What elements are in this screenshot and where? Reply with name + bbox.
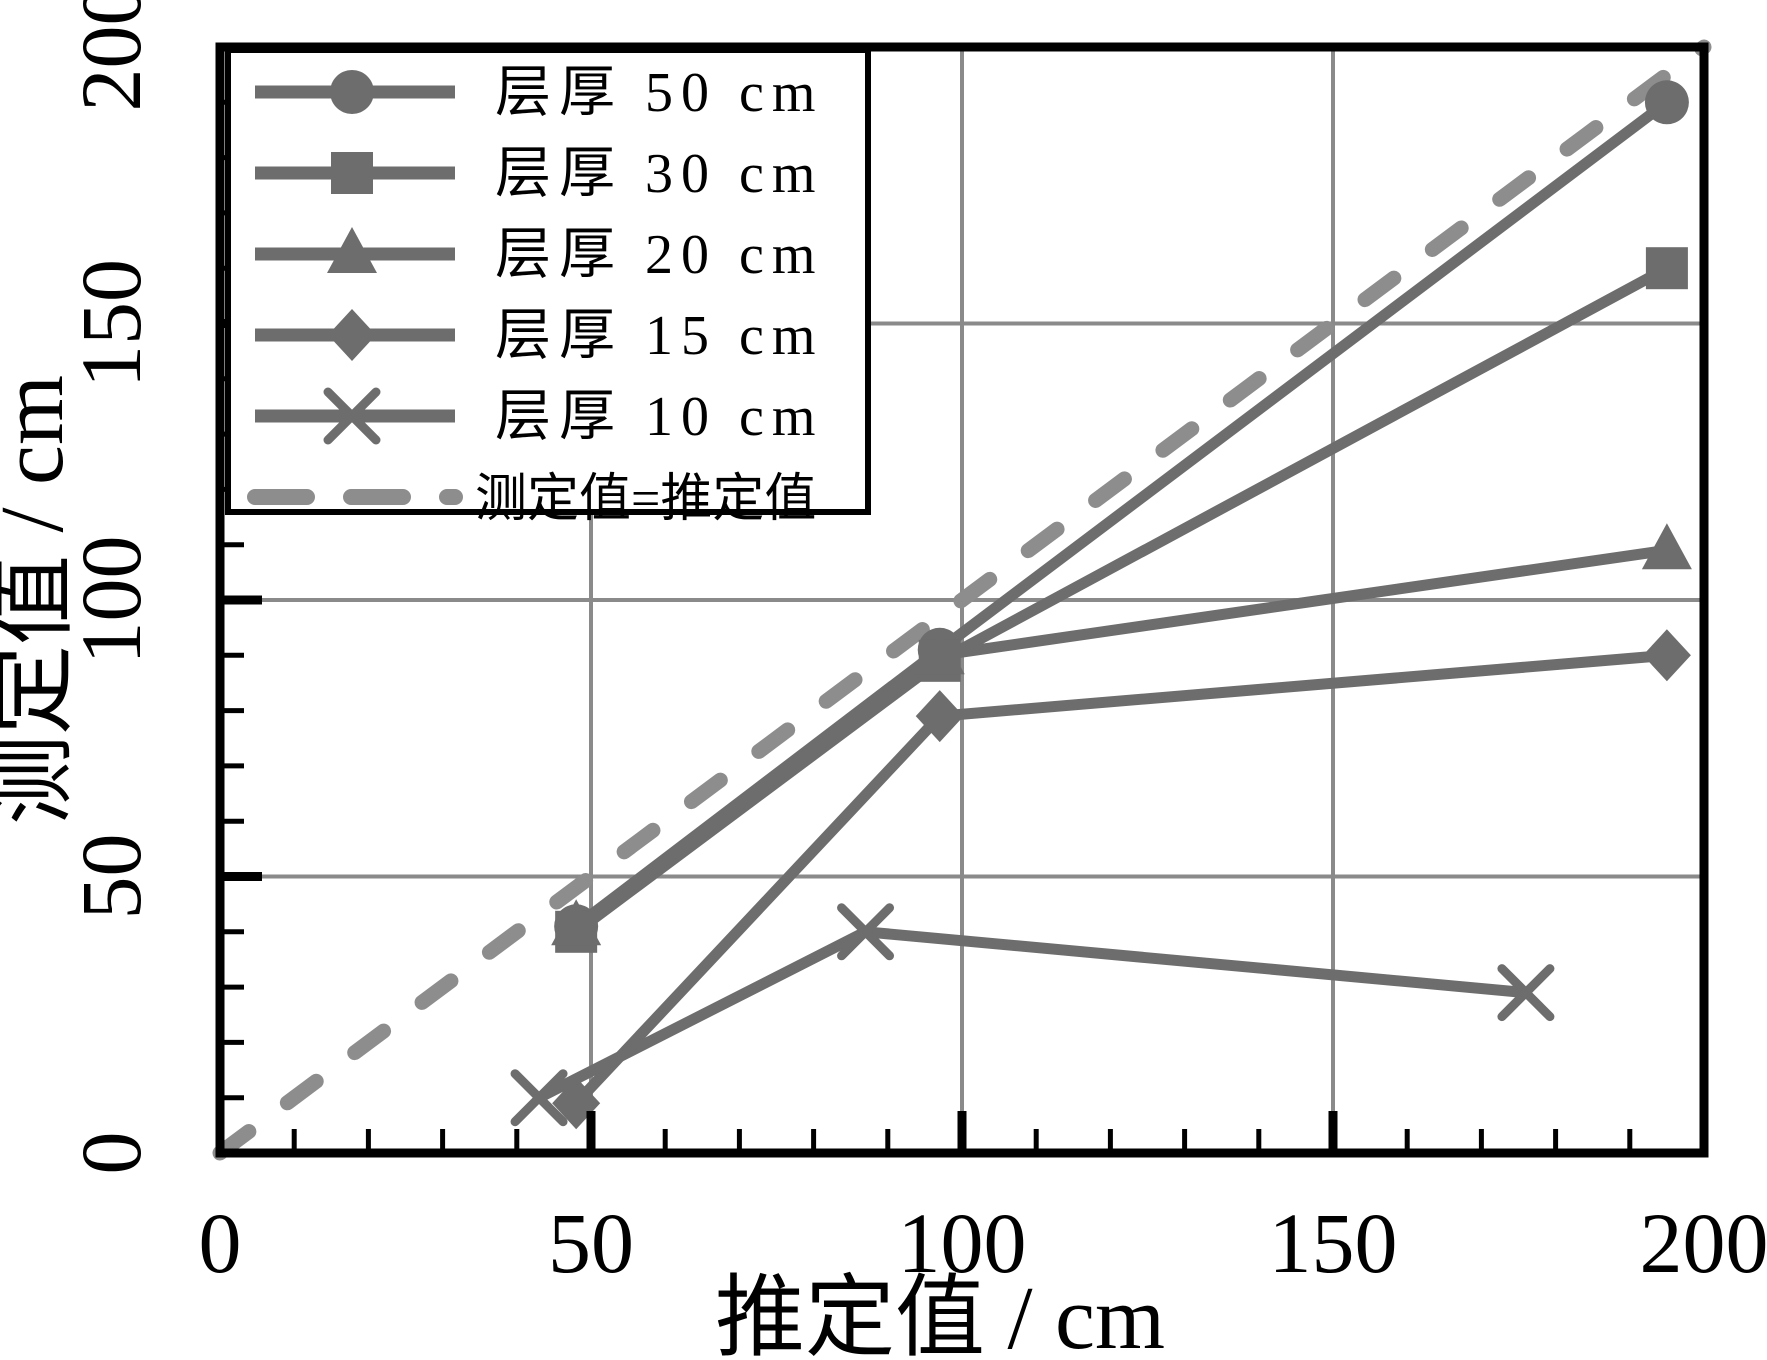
x-tick-label: 200 [1640, 1195, 1767, 1291]
y-tick-label: 150 [63, 259, 159, 388]
x-marker [510, 1069, 568, 1127]
legend-row: 层厚 20 cm [255, 224, 823, 286]
y-axis-title: 测定值 / cm [0, 375, 82, 825]
tick-labels: 0 50 100 150 200 0 50 100 150 200 [63, 0, 1767, 1291]
circle-marker [1644, 80, 1689, 125]
y-tick-label: 100 [63, 536, 159, 665]
legend-label: 层厚 10 cm [495, 386, 823, 448]
y-tick-label: 200 [63, 0, 159, 112]
series-x [510, 903, 1555, 1127]
x-marker [1497, 964, 1555, 1022]
square-marker [331, 152, 373, 194]
x-tick-label: 0 [199, 1195, 242, 1291]
legend: 层厚 50 cm 层厚 30 cm 层厚 20 cm 层厚 15 cm 层厚 10 cm… [225, 47, 871, 528]
diamond-marker [915, 690, 964, 743]
y-tick-label: 0 [63, 1132, 159, 1175]
legend-label: 层厚 50 cm [495, 62, 823, 124]
series-diamond [552, 629, 1691, 1130]
circle-marker [330, 70, 374, 114]
series-triangle [551, 523, 1692, 946]
diamond-marker [328, 309, 376, 361]
legend-label: 层厚 30 cm [495, 143, 823, 205]
legend-label: 测定值=推定值 [475, 471, 816, 528]
triangle-marker [1641, 523, 1692, 570]
triangle-marker [914, 628, 965, 675]
legend-label: 层厚 20 cm [495, 224, 823, 286]
x-axis-title: 推定值 / cm [715, 1269, 1165, 1360]
diamond-marker [1642, 629, 1691, 682]
x-marker [323, 387, 381, 445]
x-tick-label: 100 [898, 1195, 1027, 1291]
legend-row: 层厚 15 cm [255, 305, 823, 367]
legend-row: 层厚 30 cm [255, 143, 823, 205]
triangle-marker [327, 227, 377, 273]
identity-reference-line [212, 39, 1712, 1161]
x-tick-label: 50 [548, 1195, 634, 1291]
legend-row: 层厚 50 cm [255, 62, 823, 124]
series-line [572, 544, 1668, 931]
x-tick-label: 150 [1269, 1195, 1398, 1291]
y-tick-label: 50 [63, 834, 159, 920]
legend-row: 层厚 10 cm [255, 386, 823, 448]
series-line [572, 649, 1668, 1107]
legend-row: 测定值=推定值 [247, 471, 816, 528]
triangle-marker [551, 899, 602, 946]
legend-label: 层厚 15 cm [495, 305, 823, 367]
x-marker [837, 903, 895, 961]
series-line [536, 926, 1527, 1103]
square-marker [1645, 247, 1688, 290]
